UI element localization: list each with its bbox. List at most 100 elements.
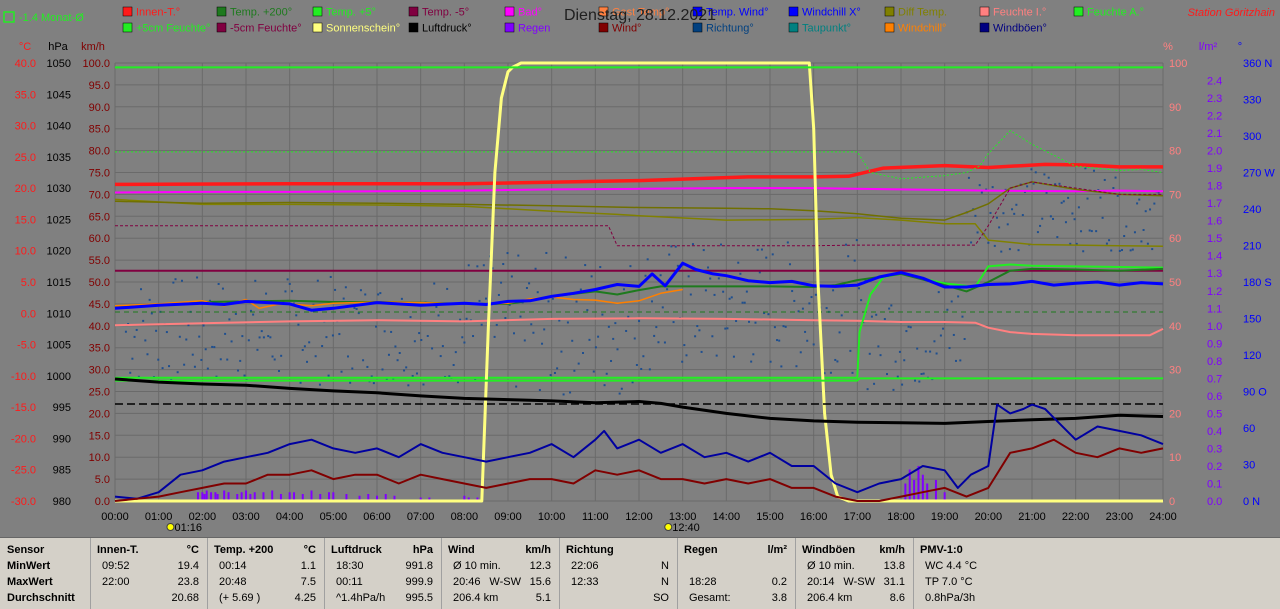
x-tick-label: 17:00 — [844, 511, 872, 523]
wind-direction-dot — [581, 351, 584, 354]
wind-direction-dot — [991, 186, 994, 189]
legend-swatch — [788, 22, 799, 33]
wind-direction-dot — [1039, 224, 1042, 227]
wind-direction-dot — [226, 358, 229, 361]
wind-direction-dot — [413, 340, 416, 343]
x-tick-label: 22:00 — [1062, 511, 1090, 523]
rain-tick-label: 1.5 — [1207, 233, 1222, 245]
series-line-9 — [115, 263, 1164, 379]
wind-direction-dot — [426, 334, 429, 337]
wind-direction-dot — [801, 307, 804, 310]
wind-direction-dot — [829, 371, 832, 374]
wind-direction-dot — [364, 293, 367, 296]
wind-direction-dot — [631, 381, 634, 384]
wind-direction-dot — [1013, 212, 1016, 215]
wind-direction-dot — [795, 365, 798, 368]
wind-direction-dot — [920, 372, 923, 375]
stat-column: Windböen km/h Ø 10 min. 13.8 20:14 W-SW 31.1 20… — [795, 538, 914, 609]
wind-direction-dot — [400, 297, 403, 300]
direction-tick-label: 300 — [1243, 131, 1261, 143]
wind-tick-label: 100.0 — [82, 58, 110, 70]
wind-direction-dot — [948, 347, 951, 350]
wind-direction-dot — [551, 297, 554, 300]
wind-direction-dot — [390, 330, 393, 333]
wind-direction-dot — [1060, 201, 1063, 204]
wind-tick-label: 90.0 — [89, 102, 110, 114]
wind-direction-dot — [187, 324, 190, 327]
direction-tick-label: 150 — [1243, 314, 1261, 326]
wind-direction-dot — [543, 328, 546, 331]
temp-tick-label: 20.0 — [15, 183, 36, 195]
wind-direction-dot — [586, 309, 589, 312]
x-tick-label: 03:00 — [232, 511, 260, 523]
wind-direction-dot — [484, 297, 487, 300]
stat-row-value: N — [661, 576, 669, 588]
wind-direction-dot — [922, 372, 925, 375]
monthly-avg: -1.4 Monat-Ø — [19, 12, 84, 24]
stat-row-label: Gesamt: — [689, 592, 731, 604]
wind-direction-dot — [1017, 249, 1020, 252]
wind-direction-dot — [650, 300, 653, 303]
wind-direction-dot — [659, 274, 662, 277]
wind-direction-dot — [942, 327, 945, 330]
series-line-6 — [115, 181, 1163, 247]
rain-bar — [249, 493, 252, 501]
wind-direction-dot — [806, 339, 809, 342]
pressure-tick-label: 1005 — [47, 340, 71, 352]
wind-direction-dot — [717, 277, 720, 280]
wind-direction-dot — [987, 241, 990, 244]
wind-direction-dot — [741, 301, 744, 304]
rain-bar — [240, 492, 243, 501]
rain-bar — [327, 492, 330, 501]
rain-tick-label: 1.6 — [1207, 216, 1222, 228]
wind-direction-dot — [334, 288, 337, 291]
wind-direction-dot — [168, 365, 171, 368]
wind-direction-dot — [1021, 214, 1024, 217]
x-tick-label: 18:00 — [887, 511, 915, 523]
stat-row-value: 31.1 — [883, 576, 905, 588]
legend-label: Temp. +5° — [326, 7, 376, 19]
rain-bar — [419, 497, 422, 501]
wind-direction-dot — [653, 334, 656, 337]
stat-title: Temp. +200 — [214, 544, 274, 556]
x-tick-label: 08:00 — [451, 511, 479, 523]
wind-direction-dot — [756, 248, 759, 251]
wind-direction-dot — [601, 313, 604, 316]
stat-column: PMV-1:0 WC 4.4 °C TP 7.0 °C 0.8hPa/3h — [913, 538, 1280, 609]
wind-direction-dot — [916, 347, 919, 350]
wind-direction-dot — [437, 314, 440, 317]
wind-direction-dot — [1112, 187, 1115, 190]
wind-direction-dot — [924, 350, 927, 353]
wind-direction-dot — [221, 287, 224, 290]
wind-direction-dot — [730, 296, 733, 299]
wind-direction-dot — [1034, 171, 1037, 174]
x-tick-label: 13:00 — [669, 511, 697, 523]
wind-direction-dot — [1067, 196, 1070, 199]
wind-direction-dot — [344, 286, 347, 289]
direction-tick-label: 240 — [1243, 204, 1261, 216]
wind-direction-dot — [918, 380, 921, 383]
wind-direction-dot — [1142, 228, 1145, 231]
rain-bar — [210, 492, 213, 501]
wind-direction-dot — [482, 264, 485, 267]
wind-direction-dot — [185, 338, 188, 341]
wind-direction-dot — [1030, 168, 1033, 171]
wind-direction-dot — [553, 371, 556, 374]
series-line-4 — [114, 317, 1164, 337]
wind-direction-dot — [625, 329, 628, 332]
wind-direction-dot — [271, 355, 274, 358]
wind-direction-dot — [633, 337, 636, 340]
wind-direction-dot — [366, 365, 369, 368]
wind-direction-dot — [967, 176, 970, 179]
wind-direction-dot — [622, 288, 625, 291]
wind-direction-dot — [500, 281, 503, 284]
wind-direction-dot — [760, 248, 763, 251]
wind-direction-dot — [407, 384, 410, 387]
wind-direction-dot — [327, 374, 330, 377]
wind-direction-dot — [773, 326, 776, 329]
wind-tick-label: 50.0 — [89, 277, 110, 289]
wind-direction-dot — [359, 289, 362, 292]
rain-bar — [319, 493, 322, 501]
wind-direction-dot — [638, 320, 641, 323]
legend-swatch — [216, 22, 227, 33]
